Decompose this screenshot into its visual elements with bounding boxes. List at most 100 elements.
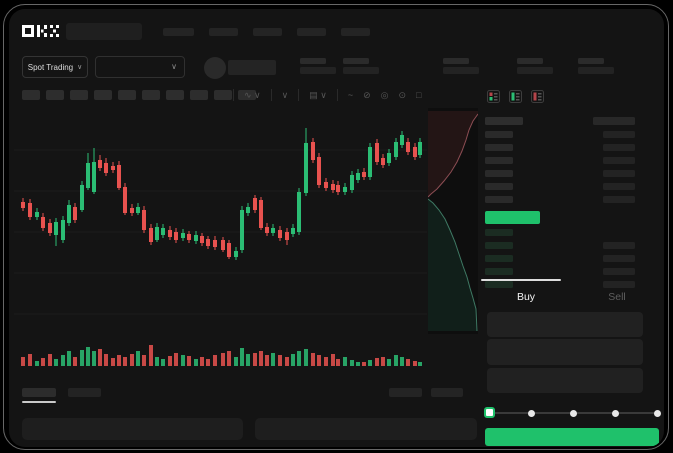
compare-icon[interactable]: ⊘ (363, 89, 371, 100)
ask-price-placeholder (485, 131, 513, 138)
stat-label-placeholder (300, 58, 326, 64)
ask-price-placeholder (485, 196, 513, 203)
bid-row[interactable] (481, 242, 662, 250)
pair-dropdown[interactable]: ∨ (95, 56, 185, 78)
nav-item-3[interactable] (253, 28, 282, 36)
drawing-tool-8[interactable] (190, 90, 208, 100)
slider-stop[interactable] (611, 409, 619, 417)
bottom-active-tab-indicator (22, 401, 56, 403)
drawing-tool-10[interactable] (238, 90, 256, 100)
bid-price-placeholder (485, 242, 513, 249)
ask-row[interactable] (481, 157, 662, 165)
last-price-badge[interactable] (485, 211, 540, 224)
history-table-placeholder (255, 418, 477, 440)
amount-header-placeholder (593, 117, 635, 125)
amount-slider[interactable] (483, 406, 661, 420)
pair-name-placeholder (228, 60, 276, 75)
drawing-tool-7[interactable] (166, 90, 184, 100)
ask-row[interactable] (481, 183, 662, 191)
stat-value-placeholder (343, 67, 379, 74)
coin-avatar (204, 57, 226, 79)
nav-item-1[interactable] (163, 28, 194, 36)
order-book-bids-icon[interactable] (509, 90, 522, 103)
nav-item-5[interactable] (341, 28, 370, 36)
order-form-field-3[interactable] (487, 368, 643, 393)
bid-amount-placeholder (603, 281, 635, 288)
ticker-stat-1 (300, 58, 336, 74)
slider-stop[interactable] (653, 409, 661, 417)
ask-row[interactable] (481, 170, 662, 178)
line-tool-icon[interactable]: ~ (347, 90, 354, 100)
bid-price-placeholder (485, 255, 513, 262)
drawing-tool-5[interactable] (118, 90, 136, 100)
trade-tabs: Buy Sell (481, 279, 662, 312)
depth-ask-area (428, 111, 478, 197)
drawing-tool-3[interactable] (70, 90, 88, 100)
tab-sell[interactable]: Sell (608, 291, 626, 303)
top-nav (163, 28, 370, 36)
stat-label-placeholder (443, 58, 469, 64)
active-tab-indicator (481, 279, 561, 281)
ask-amount-placeholder (603, 131, 635, 138)
bid-row[interactable] (481, 255, 662, 263)
search-input[interactable] (66, 23, 142, 40)
indicators-dropdown-icon[interactable]: ▤ ∨ (309, 89, 327, 100)
buy-submit-button[interactable] (485, 428, 659, 446)
ask-row[interactable] (481, 196, 662, 204)
slider-stop[interactable] (527, 409, 535, 417)
order-book-header (481, 117, 662, 125)
candlestick-chart[interactable] (14, 108, 427, 370)
settings-icon[interactable]: ⊙ (398, 89, 407, 100)
drawing-tool-9[interactable] (214, 90, 232, 100)
drawing-tool-2[interactable] (46, 90, 64, 100)
nav-item-4[interactable] (297, 28, 326, 36)
bid-row[interactable] (481, 229, 662, 237)
drawing-tool-6[interactable] (142, 90, 160, 100)
tab-buy[interactable]: Buy (516, 291, 536, 303)
depth-bid-line (428, 198, 478, 332)
ask-row[interactable] (481, 131, 662, 139)
nav-item-2[interactable] (209, 28, 238, 36)
drawing-tool-4[interactable] (94, 90, 112, 100)
chevron-down-icon: ∨ (171, 62, 177, 71)
fullscreen-icon[interactable]: □ (416, 90, 422, 100)
screenshot-icon[interactable]: ◎ (380, 89, 389, 100)
ticker-stat-4 (517, 58, 553, 74)
bid-amount-placeholder (603, 268, 635, 275)
interval-dropdown-icon[interactable]: ∿ ∨ (244, 89, 261, 100)
ask-amount-placeholder (603, 196, 635, 203)
chart-style-dropdown-icon[interactable]: ∨ (281, 89, 289, 100)
bid-row[interactable] (481, 268, 662, 276)
stat-label-placeholder (343, 58, 369, 64)
ask-row[interactable] (481, 144, 662, 152)
orders-tab-active[interactable] (22, 388, 56, 397)
slider-handle[interactable] (483, 407, 495, 418)
bid-row[interactable] (481, 281, 662, 289)
bid-price-placeholder (485, 281, 513, 288)
okx-logo[interactable] (22, 23, 62, 39)
stat-value-placeholder (443, 67, 479, 74)
orders-tab-2[interactable] (68, 388, 101, 397)
stat-label-placeholder (578, 58, 604, 64)
toolbar-divider (270, 89, 272, 101)
ticker-stat-2 (343, 58, 379, 74)
order-form-field-2[interactable] (487, 339, 643, 365)
bid-amount-placeholder (603, 242, 635, 249)
stat-value-placeholder (578, 67, 614, 74)
drawing-tool-1[interactable] (22, 90, 40, 100)
order-book-asks-icon[interactable] (531, 90, 544, 103)
chart-toolbar-icons: ∿ ∨ ∨ ▤ ∨ ~ ⊘ ◎ ⊙ □ (233, 87, 421, 103)
bid-price-placeholder (485, 268, 513, 275)
order-form-field-1[interactable] (487, 312, 643, 337)
bottom-control-1[interactable] (389, 388, 422, 397)
depth-chart (428, 108, 478, 334)
ask-price-placeholder (485, 157, 513, 164)
bottom-control-2[interactable] (431, 388, 463, 397)
slider-stop[interactable] (569, 409, 577, 417)
orders-table-placeholder (22, 418, 243, 440)
ask-price-placeholder (485, 183, 513, 190)
market-type-dropdown[interactable]: Spot Trading ∨ (22, 56, 88, 78)
toolbar-divider (298, 89, 300, 101)
order-book-all-icon[interactable] (487, 90, 500, 103)
